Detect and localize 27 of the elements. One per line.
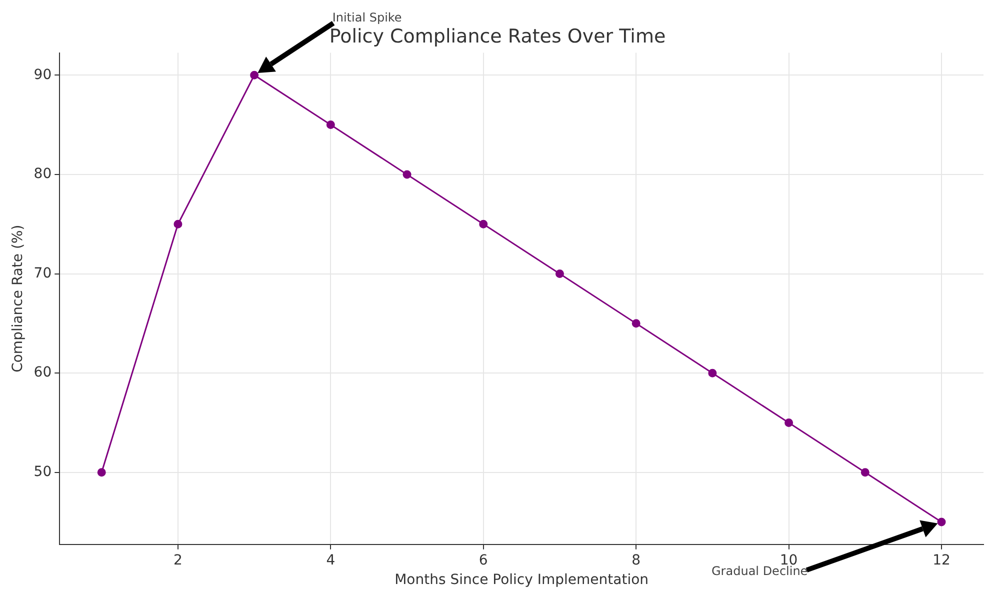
point	[860, 468, 870, 477]
point	[479, 220, 488, 228]
point	[708, 368, 717, 378]
point	[632, 319, 640, 328]
y-tick-label: 90	[34, 66, 52, 83]
x-tick-label: 8	[632, 552, 641, 568]
point	[250, 70, 259, 80]
point	[97, 468, 106, 477]
point	[326, 120, 335, 130]
point	[784, 418, 794, 427]
y-tick-label: 80	[34, 166, 52, 182]
text: Gradual Decline	[712, 564, 808, 578]
point	[402, 170, 412, 179]
y-axis-title: Compliance Rate (%)	[10, 224, 26, 372]
x-tick-label: 6	[478, 552, 488, 568]
point	[174, 220, 182, 228]
y-tick-label: 50	[34, 464, 52, 480]
x-tick-label: 2	[174, 552, 182, 568]
x-tick-label: 12	[932, 552, 950, 568]
y-tick-label: 70	[34, 265, 52, 282]
chart-title: Policy Compliance Rates Over Time	[329, 25, 666, 48]
x-axis-title: Months Since Policy Implementation	[394, 572, 649, 588]
point	[555, 270, 564, 278]
point	[937, 518, 946, 526]
x-tick-label: 4	[326, 552, 336, 568]
y-tick-label: 60	[34, 364, 52, 381]
text: Initial Spike	[332, 10, 402, 24]
